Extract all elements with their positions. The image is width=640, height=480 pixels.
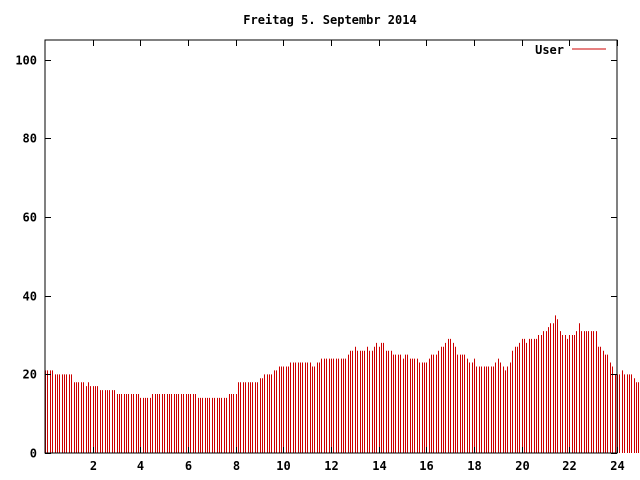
x-tick-label: 8: [233, 459, 240, 473]
x-tick-label: 18: [467, 459, 481, 473]
x-tick-label: 20: [515, 459, 529, 473]
x-tick-label: 6: [185, 459, 192, 473]
x-tick-label: 2: [90, 459, 97, 473]
y-tick-label: 80: [23, 132, 37, 146]
bars: [45, 315, 639, 453]
x-tick-label: 14: [372, 459, 386, 473]
x-tick-label: 12: [324, 459, 338, 473]
x-tick-label: 22: [562, 459, 576, 473]
x-tick-label: 10: [276, 459, 290, 473]
y-tick-label: 20: [23, 368, 37, 382]
y-ticks: 0 20 40 60 80 100: [15, 54, 617, 461]
x-tick-label: 16: [419, 459, 433, 473]
x-tick-label: 4: [137, 459, 144, 473]
legend-label: User: [535, 43, 564, 57]
y-tick-label: 100: [15, 54, 37, 68]
chart-title: Freitag 5. Septembr 2014: [243, 13, 416, 27]
y-tick-label: 0: [30, 447, 37, 461]
legend: User: [535, 43, 606, 57]
x-ticks: 2 4 6 8 10 12 14 16 18 20 22 24: [90, 40, 625, 473]
y-tick-label: 40: [23, 290, 37, 304]
x-tick-label: 24: [610, 459, 624, 473]
y-tick-label: 60: [23, 211, 37, 225]
